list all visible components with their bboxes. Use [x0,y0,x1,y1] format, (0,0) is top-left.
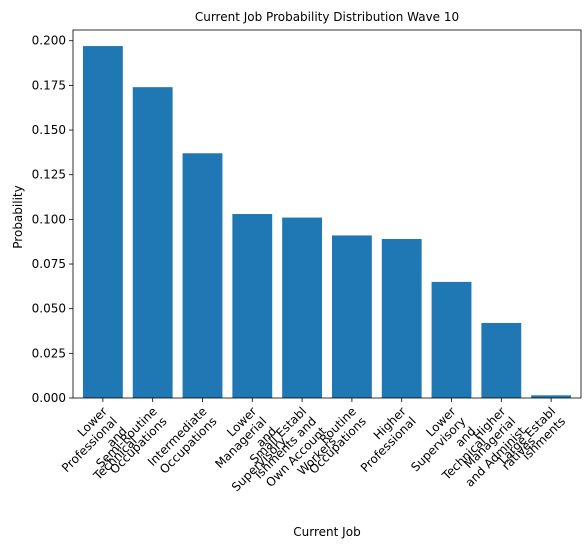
bar-10 [531,395,572,398]
bar-8 [431,281,472,398]
y-axis-label: Probability [11,185,25,248]
bar-5 [282,217,323,398]
plot-frame [72,29,582,399]
bar-1 [82,46,123,399]
y-tick-label: 0.050 [32,302,66,316]
y-tick-label: 0.200 [32,34,66,48]
bar-9 [481,322,522,398]
chart-title: Current Job Probability Distribution Wav… [195,10,459,24]
y-tick-label: 0.175 [32,78,66,92]
x-axis: LowerProfessionalandTechnicalSemi-Routin… [59,398,568,494]
bar-3 [182,153,223,398]
y-tick-label: 0.100 [32,212,66,226]
y-axis: 0.000 0.025 0.050 0.075 0.100 0.125 0.150 0.175… [32,34,73,405]
bar-6 [331,235,372,398]
y-tick-label: 0.150 [32,123,66,137]
x-axis-label: Current Job [293,525,360,539]
y-tick-label: 0.125 [32,168,66,182]
bar-7 [381,239,422,398]
y-tick-label: 0.000 [32,391,66,405]
y-tick-label: 0.075 [32,257,66,271]
bar-2 [132,87,173,399]
bars-group [82,46,572,399]
bar-4 [232,214,273,398]
y-tick-label: 0.025 [32,346,66,360]
